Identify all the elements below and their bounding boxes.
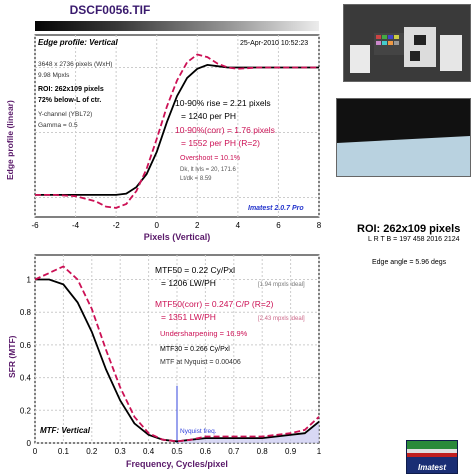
mtf50-corr: MTF50(corr) = 0.247 C/P (R=2) — [155, 299, 274, 309]
edge-x-tick-label: -4 — [72, 221, 80, 230]
edge-angle: Edge angle = 5.96 degs — [372, 259, 447, 266]
edge-timestamp: 25-Apr-2010 10:52:23 — [240, 40, 308, 47]
channel: Y-channel (YBL72) — [38, 111, 92, 118]
mtf-x-tick-label: 0.2 — [86, 447, 98, 456]
mtf-x-tick-label: 1 — [317, 447, 322, 456]
rise-per-ph: = 1240 per PH — [181, 111, 236, 121]
image-pixels: 3648 x 2736 pixels (WxH) — [38, 61, 112, 68]
edge-x-tick-label: 8 — [317, 221, 322, 230]
mtf-y-tick-label: 1 — [27, 276, 32, 285]
mtf-x-tick-label: 0.6 — [200, 447, 212, 456]
edge-x-ticks: -6 -4 -2 0 2 4 6 8 — [31, 221, 321, 230]
mtf-x-tick-label: 0.8 — [257, 447, 269, 456]
edge-roi: ROI: 262x109 pixels — [38, 86, 104, 93]
mtf-y-tick-label: 0.6 — [20, 341, 32, 350]
side-lrtb: L R T B = 197 458 2016 2124 — [368, 236, 460, 243]
rise-corr-per-ph: = 1552 per PH (R=2) — [181, 138, 260, 148]
beyond-nyquist-shading — [177, 421, 319, 443]
mtf-x-tick-label: 0.9 — [285, 447, 297, 456]
mtf-y-tick-label: 0.2 — [20, 406, 32, 415]
image-mpxls: 9.98 Mpxls — [38, 72, 70, 79]
mtf-y-axis-label: SFR (MTF) — [7, 335, 17, 378]
undersharpening: Undersharpening = 16.9% — [160, 329, 248, 338]
dark-light-levels: Dk, lt lvls = 20, 171.6 — [180, 167, 237, 173]
edge-x-axis-label: Pixels (Vertical) — [144, 232, 211, 242]
mtf50: MTF50 = 0.22 Cy/Pxl — [155, 265, 235, 275]
imatest-logo: Imatest — [406, 440, 458, 474]
mtf-x-tick-label: 0.4 — [143, 447, 155, 456]
mtf-x-tick-label: 0 — [33, 447, 38, 456]
mtf-x-tick-label: 0.5 — [171, 447, 183, 456]
mtf-y-tick-label: 0 — [27, 439, 32, 448]
edge-x-tick-label: 0 — [154, 221, 159, 230]
mtf-x-tick-label: 0.7 — [228, 447, 240, 456]
edge-corrected-line — [35, 53, 319, 209]
nyquist-label: Nyquist freq. — [180, 428, 217, 435]
mtf30: MTF30 = 0.266 Cy/Pxl — [160, 346, 230, 353]
gray-gradient-bar — [35, 21, 319, 31]
mtf-chart: 0 0.1 0.2 0.3 0.4 0.5 0.6 0.7 0.8 0.9 1 0 0.2 0.4 0.6 0… — [7, 254, 322, 469]
mtf-x-axis-label: Frequency, Cycles/pixel — [126, 459, 228, 469]
edge-x-tick-label: -2 — [113, 221, 121, 230]
imatest-logo-text: Imatest — [417, 463, 446, 472]
edge-x-tick-label: 2 — [195, 221, 200, 230]
roi-thumbnail-art — [337, 99, 470, 176]
edge-panel-label: Edge profile: Vertical — [38, 38, 119, 47]
mtf50-corr-lwph: = 1351 LW/PH — [161, 312, 216, 322]
file-title: DSCF0056.TIF — [69, 3, 151, 17]
mtf-y-tick-label: 0.4 — [20, 374, 32, 383]
imatest-version: Imatest 2.0.7 Pro — [248, 205, 304, 212]
light-dark-ratio: Lt/dk = 8.59 — [180, 176, 212, 182]
mtf50-corr-ideal: [2.43 mpxls ideal] — [258, 316, 305, 322]
scene-thumbnail-art — [344, 5, 470, 81]
edge-plot-frame — [34, 34, 320, 218]
roi-position: 72% below-L of ctr. — [38, 97, 101, 104]
side-roi: ROI: 262x109 pixels — [357, 223, 461, 235]
gamma: Gamma = 0.5 — [38, 122, 78, 129]
mtf-ticks: 0 0.1 0.2 0.3 0.4 0.5 0.6 0.7 0.8 0.9 1 0 0.2 0.4 0.6 0… — [20, 276, 322, 456]
edge-y-axis-label: Edge profile (linear) — [5, 100, 15, 180]
overshoot: Overshoot = 10.1% — [180, 155, 240, 162]
mtf-at-nyquist: MTF at Nyquist = 0.00406 — [160, 359, 241, 366]
edge-x-tick-label: -6 — [31, 221, 39, 230]
mtf50-ideal: [1.94 mpxls ideal] — [258, 282, 305, 288]
mtf50-lwph: = 1206 LW/PH — [161, 278, 216, 288]
mtf-x-tick-label: 0.3 — [115, 447, 127, 456]
edge-x-tick-label: 6 — [276, 221, 281, 230]
mtf-corrected-line — [34, 265, 320, 443]
rise-corr-value: 10-90%(corr) = 1.76 pixels — [175, 125, 275, 135]
edge-profile-chart: -6 -4 -2 0 2 4 6 8 Edge profile: Vertical 25-Ap… — [5, 34, 322, 242]
mtf-y-tick-label: 0.8 — [20, 308, 32, 317]
mtf-x-tick-label: 0.1 — [58, 447, 70, 456]
roi-thumbnail — [336, 98, 471, 177]
edge-x-tick-label: 4 — [236, 221, 241, 230]
scene-thumbnail — [343, 4, 471, 82]
mtf-panel-label: MTF: Vertical — [40, 426, 91, 435]
rise-value: 10-90% rise = 2.21 pixels — [175, 98, 271, 108]
